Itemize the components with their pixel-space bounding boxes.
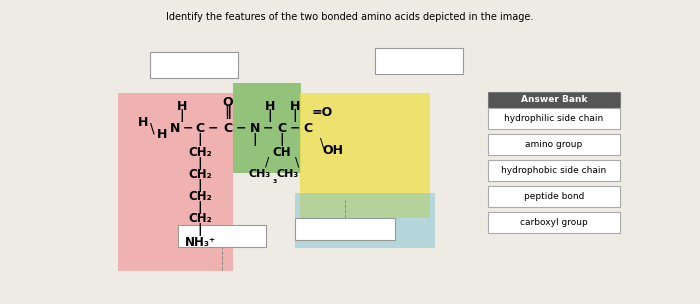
Text: −: − xyxy=(236,122,246,134)
Text: H: H xyxy=(138,116,148,129)
FancyBboxPatch shape xyxy=(295,193,435,248)
Text: \: \ xyxy=(295,156,299,168)
Text: −: − xyxy=(183,122,193,134)
FancyBboxPatch shape xyxy=(488,186,620,207)
Text: −: − xyxy=(290,122,300,134)
FancyBboxPatch shape xyxy=(118,93,233,271)
Text: N: N xyxy=(170,122,180,134)
Text: C: C xyxy=(195,122,204,134)
Text: \: \ xyxy=(150,121,154,135)
Text: C: C xyxy=(277,122,286,134)
FancyBboxPatch shape xyxy=(488,92,620,108)
Text: Identify the features of the two bonded amino acids depicted in the image.: Identify the features of the two bonded … xyxy=(167,12,533,22)
Text: ₃: ₃ xyxy=(273,175,277,185)
Text: |: | xyxy=(253,133,258,146)
FancyBboxPatch shape xyxy=(488,134,620,155)
FancyBboxPatch shape xyxy=(300,93,430,218)
Text: CH₂: CH₂ xyxy=(188,212,212,224)
FancyBboxPatch shape xyxy=(295,218,395,240)
FancyBboxPatch shape xyxy=(150,52,238,78)
Text: −: − xyxy=(208,122,218,134)
Text: |: | xyxy=(180,109,184,123)
Text: H: H xyxy=(177,101,187,113)
Text: H: H xyxy=(290,101,300,113)
FancyBboxPatch shape xyxy=(178,225,266,247)
Text: peptide bond: peptide bond xyxy=(524,192,584,201)
Text: CH₂: CH₂ xyxy=(188,168,212,181)
Text: |: | xyxy=(293,109,297,123)
Text: |: | xyxy=(197,178,202,192)
Text: O: O xyxy=(223,96,233,109)
Text: CH₂: CH₂ xyxy=(188,146,212,158)
FancyBboxPatch shape xyxy=(233,83,301,173)
Text: |: | xyxy=(197,223,202,236)
Text: CH: CH xyxy=(273,146,291,158)
Text: |: | xyxy=(197,201,202,213)
Text: hydrophilic side chain: hydrophilic side chain xyxy=(505,114,603,123)
Text: carboxyl group: carboxyl group xyxy=(520,218,588,227)
FancyBboxPatch shape xyxy=(488,108,620,129)
Text: |: | xyxy=(197,157,202,170)
Text: |: | xyxy=(267,109,272,123)
Text: −: − xyxy=(262,122,273,134)
Text: \: \ xyxy=(320,136,324,150)
Text: amino group: amino group xyxy=(526,140,582,149)
Text: ‖: ‖ xyxy=(225,105,232,119)
Text: =O: =O xyxy=(312,106,332,119)
Text: Answer Bank: Answer Bank xyxy=(521,95,587,105)
FancyBboxPatch shape xyxy=(488,160,620,181)
Text: NH₃⁺: NH₃⁺ xyxy=(184,236,216,248)
FancyBboxPatch shape xyxy=(375,48,463,74)
Text: CH₃: CH₃ xyxy=(277,169,299,179)
Text: H: H xyxy=(265,101,275,113)
Text: |: | xyxy=(197,133,202,146)
Text: /: / xyxy=(265,156,269,168)
Text: CH₂: CH₂ xyxy=(188,189,212,202)
Text: OH: OH xyxy=(323,143,344,157)
Text: hydrophobic side chain: hydrophobic side chain xyxy=(501,166,607,175)
Text: C: C xyxy=(303,122,313,134)
Text: H: H xyxy=(157,127,167,140)
FancyBboxPatch shape xyxy=(488,212,620,233)
Text: CH₃: CH₃ xyxy=(249,169,271,179)
Text: |: | xyxy=(280,133,284,146)
Text: N: N xyxy=(250,122,260,134)
Text: C: C xyxy=(223,122,232,134)
